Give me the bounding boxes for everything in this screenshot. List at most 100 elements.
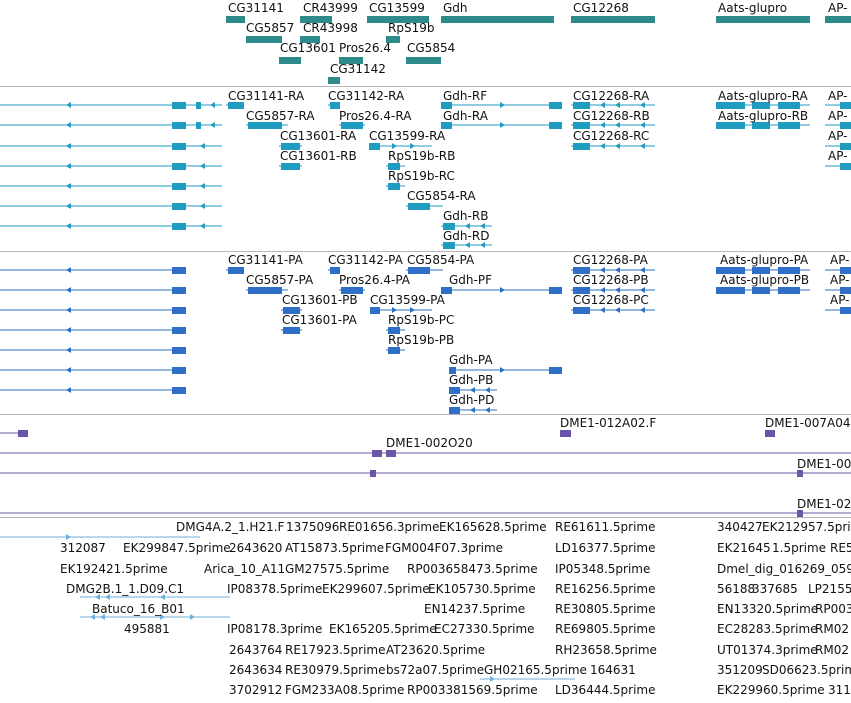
feature-glyph[interactable] (0, 430, 28, 437)
feature-label[interactable]: 3702912 (229, 683, 283, 697)
feature-glyph[interactable] (449, 387, 497, 394)
feature-label[interactable]: RpS19b (388, 21, 435, 35)
feature-label[interactable]: CG13601-PA (282, 313, 357, 327)
feature-glyph[interactable] (386, 163, 405, 170)
feature-glyph[interactable] (825, 16, 851, 23)
feature-label[interactable]: Aats-glupro-RA (718, 89, 808, 103)
feature-label[interactable]: CG5854-PA (407, 253, 475, 267)
feature-glyph[interactable] (386, 327, 405, 334)
feature-label[interactable]: 56188 (717, 582, 756, 596)
feature-label[interactable]: RP003 (815, 602, 851, 616)
feature-label[interactable]: Aats-glupro-RB (718, 109, 809, 123)
feature-glyph[interactable] (0, 287, 186, 294)
feature-glyph[interactable] (370, 307, 432, 314)
feature-label[interactable]: EK192421.5prime (60, 562, 168, 576)
feature-label[interactable]: CG5854 (407, 41, 456, 55)
feature-label[interactable]: CG13601 (280, 41, 336, 55)
feature-glyph[interactable] (825, 267, 851, 274)
feature-label[interactable]: DME1-00 (797, 457, 851, 471)
feature-label[interactable]: IP08178.3prime (227, 622, 323, 636)
feature-glyph[interactable] (480, 676, 575, 682)
feature-glyph[interactable] (716, 102, 810, 109)
feature-label[interactable]: AP- (828, 1, 848, 15)
feature-label[interactable]: DMG2B.1_1.D09.C1 (66, 582, 184, 596)
feature-glyph[interactable] (80, 614, 230, 620)
feature-label[interactable]: 2643620 (229, 541, 283, 555)
feature-label[interactable]: Gdh-RA (443, 109, 488, 123)
feature-label[interactable]: Gdh-PB (449, 373, 494, 387)
feature-glyph[interactable] (328, 267, 340, 274)
feature-label[interactable]: EK165628.5prime (439, 520, 547, 534)
feature-glyph[interactable] (386, 347, 405, 354)
feature-label[interactable]: EK21645 (717, 541, 771, 555)
feature-label[interactable]: AP- (830, 253, 850, 267)
feature-label[interactable]: RM02 (815, 643, 849, 657)
feature-glyph[interactable] (716, 122, 810, 129)
feature-label[interactable]: RE01656.3prime (339, 520, 440, 534)
feature-label[interactable]: RE16256.5prime (555, 582, 656, 596)
feature-glyph[interactable] (0, 203, 222, 210)
feature-label[interactable]: Aats-glupro-PA (720, 253, 809, 267)
feature-glyph[interactable] (825, 163, 851, 170)
feature-glyph[interactable] (339, 122, 365, 129)
feature-label[interactable]: CG5857-PA (246, 273, 314, 287)
feature-label[interactable]: CG12268-PA (573, 253, 648, 267)
feature-label[interactable]: DME1-007A04 (765, 416, 851, 430)
feature-glyph[interactable] (281, 327, 302, 334)
feature-label[interactable]: RE30805.5prime (555, 602, 656, 616)
feature-label[interactable]: EC28283.5prime (717, 622, 818, 636)
feature-label[interactable]: RM02 (815, 622, 849, 636)
feature-label[interactable]: CG13599 (369, 1, 425, 15)
feature-label[interactable]: GM27575.5prime (285, 562, 390, 576)
feature-glyph[interactable] (300, 16, 332, 23)
feature-label[interactable]: AP- (830, 273, 850, 287)
feature-label[interactable]: Gdh-RF (443, 89, 488, 103)
feature-label[interactable]: CG12268-RB (573, 109, 650, 123)
feature-glyph[interactable] (226, 16, 245, 23)
feature-label[interactable]: CG31142 (330, 62, 386, 76)
feature-glyph[interactable] (0, 367, 186, 374)
feature-glyph[interactable] (0, 307, 186, 314)
feature-glyph[interactable] (406, 267, 443, 274)
feature-label[interactable]: RE69805.5prime (555, 622, 656, 636)
feature-label[interactable]: LD16377.5prime (555, 541, 656, 555)
transcript-track-pa[interactable]: CG31141-PA CG31142-PA CG5854-PA CG12268-PA A… (0, 252, 851, 414)
feature-label[interactable]: CG31141-PA (228, 253, 303, 267)
feature-label[interactable]: AP- (828, 109, 848, 123)
feature-label[interactable]: LP2155 (808, 582, 851, 596)
feature-label[interactable]: CG13601-RB (280, 149, 357, 163)
feature-glyph[interactable] (0, 163, 222, 170)
feature-glyph[interactable] (571, 307, 655, 314)
feature-label[interactable]: CG13599-PA (370, 293, 445, 307)
feature-glyph[interactable] (825, 287, 851, 294)
feature-glyph[interactable] (369, 143, 432, 150)
feature-label[interactable]: CG12268-PC (573, 293, 649, 307)
feature-glyph[interactable] (0, 347, 186, 354)
feature-label[interactable]: EN13320.5prime (717, 602, 819, 616)
feature-label[interactable]: Aats-glupro-PB (720, 273, 810, 287)
feature-label[interactable]: CG31142-PA (328, 253, 403, 267)
feature-glyph[interactable] (825, 102, 851, 109)
feature-label[interactable]: AT23620.5prime (386, 643, 486, 657)
feature-label[interactable]: Pros26.4-RA (339, 109, 412, 123)
feature-glyph[interactable] (279, 163, 302, 170)
feature-glyph[interactable] (716, 287, 810, 294)
feature-label[interactable]: 312087 (60, 541, 106, 555)
feature-label[interactable]: LD36444.5prime (555, 683, 656, 697)
transcript-track-ra[interactable]: CG31141-RA CG31142-RA Gdh-RF CG12268-RA Aats… (0, 87, 851, 251)
feature-glyph[interactable] (571, 267, 655, 274)
feature-label[interactable]: CG5857-RA (246, 109, 315, 123)
feature-glyph[interactable] (0, 267, 186, 274)
feature-label[interactable]: CG13601-RA (280, 129, 357, 143)
feature-label[interactable]: CG12268-RC (573, 129, 650, 143)
feature-label[interactable]: DME1-012A02.F (560, 416, 657, 430)
gene-track[interactable]: CG31141 CR43999 CG13599 Gdh CG12268 Aats-glup… (0, 0, 851, 86)
feature-label[interactable]: EK212957.5prime (762, 520, 851, 534)
feature-glyph[interactable] (406, 203, 443, 210)
feature-label[interactable]: CR43998 (303, 21, 358, 35)
feature-label[interactable]: CG5857 (246, 21, 295, 35)
feature-label[interactable]: RE17923.5prime (285, 643, 386, 657)
feature-glyph[interactable] (571, 16, 655, 23)
feature-glyph[interactable] (339, 287, 365, 294)
feature-label[interactable]: 337685 (752, 582, 798, 596)
